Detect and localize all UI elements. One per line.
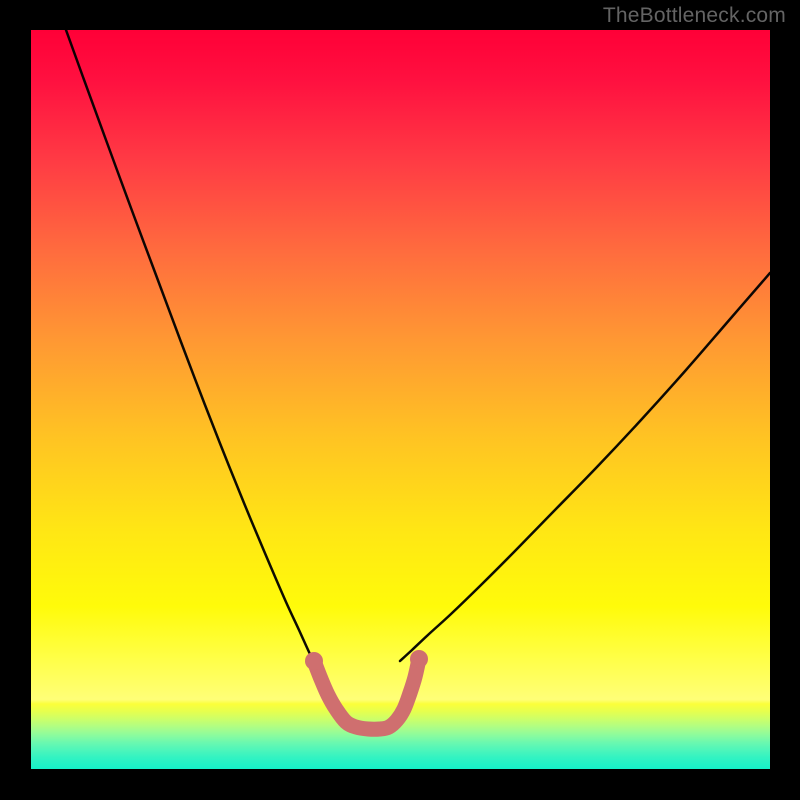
chart-curves [31, 30, 770, 769]
left-curve-line [66, 30, 317, 668]
right-curve-line [400, 273, 770, 661]
chart-plot-area [31, 30, 770, 769]
highlight-stroke [314, 659, 419, 729]
watermark-text: TheBottleneck.com [603, 4, 786, 28]
